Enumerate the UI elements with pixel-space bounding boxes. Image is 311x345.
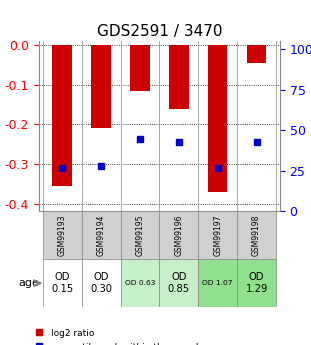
FancyBboxPatch shape [160,211,198,259]
FancyBboxPatch shape [82,211,121,259]
FancyBboxPatch shape [160,259,198,307]
FancyBboxPatch shape [43,211,82,259]
Text: GSM99197: GSM99197 [213,215,222,256]
Text: OD 1.07: OD 1.07 [202,280,233,286]
Bar [130,45,150,91]
FancyBboxPatch shape [121,211,160,259]
Text: OD
0.30: OD 0.30 [90,272,112,294]
Text: OD
1.29: OD 1.29 [245,272,268,294]
Text: GSM99194: GSM99194 [97,215,105,256]
Text: OD
0.85: OD 0.85 [168,272,190,294]
Text: GSM99198: GSM99198 [252,215,261,256]
Text: age: age [19,278,39,288]
Text: GSM99193: GSM99193 [58,215,67,256]
FancyBboxPatch shape [43,259,82,307]
FancyBboxPatch shape [237,259,276,307]
FancyBboxPatch shape [121,259,160,307]
FancyBboxPatch shape [198,259,237,307]
Legend: log2 ratio, percentile rank within the sample: log2 ratio, percentile rank within the s… [31,325,208,345]
Bar [208,45,227,191]
Bar [53,45,72,186]
Bar [247,45,266,63]
Bar [91,45,111,128]
Bar [169,45,188,109]
FancyBboxPatch shape [237,211,276,259]
Text: GSM99195: GSM99195 [136,215,144,256]
FancyBboxPatch shape [198,211,237,259]
FancyBboxPatch shape [82,259,121,307]
Text: OD
0.15: OD 0.15 [51,272,73,294]
Text: OD 0.63: OD 0.63 [125,280,155,286]
Text: GSM99196: GSM99196 [174,215,183,256]
Title: GDS2591 / 3470: GDS2591 / 3470 [97,24,222,39]
